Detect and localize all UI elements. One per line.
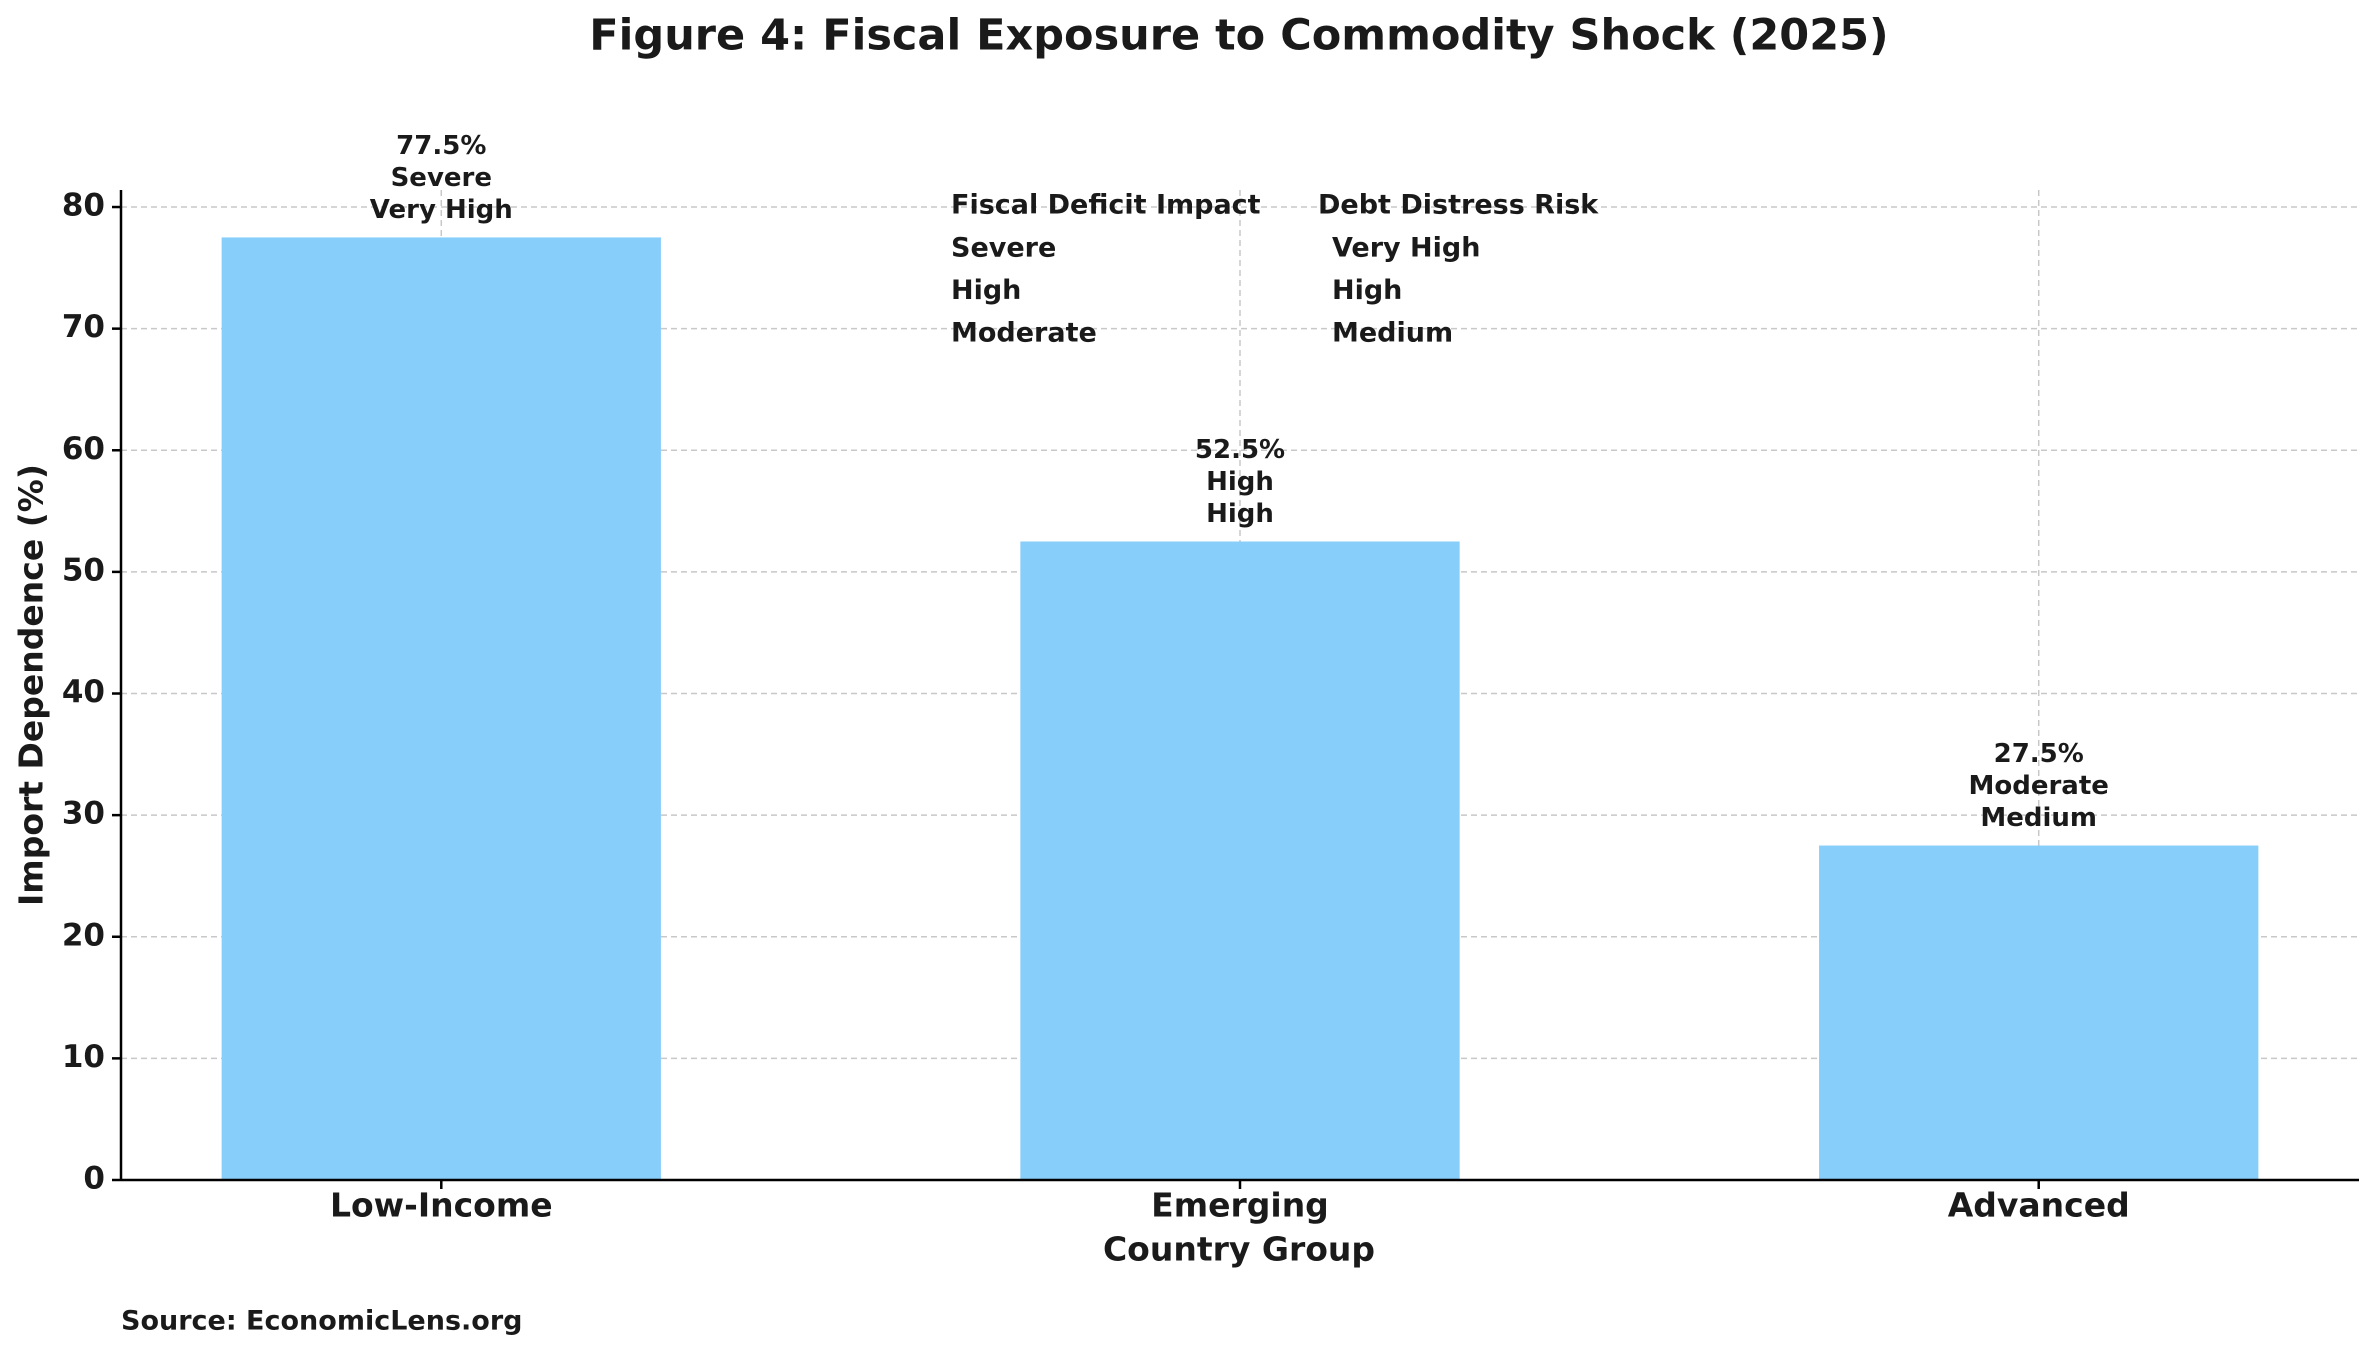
bar — [1819, 845, 2259, 1180]
bar — [1020, 541, 1460, 1180]
x-tick-label: Advanced — [1948, 1186, 2130, 1225]
bar — [221, 237, 661, 1180]
y-tick-label: 60 — [62, 431, 105, 467]
table-cell: Medium — [1332, 318, 1453, 349]
x-tick-label: Emerging — [1151, 1186, 1329, 1225]
data-label: High — [1206, 467, 1274, 497]
table-cell: Severe — [951, 233, 1056, 264]
y-tick-label: 0 — [83, 1161, 105, 1197]
data-label: Very High — [370, 195, 513, 225]
y-tick-label: 20 — [62, 917, 105, 953]
data-label: 77.5% — [396, 131, 486, 161]
y-tick-label: 80 — [62, 188, 105, 224]
table-cell: Very High — [1332, 233, 1480, 264]
y-tick-label: 30 — [62, 796, 105, 832]
x-tick-label: Low-Income — [330, 1186, 553, 1225]
source-note: Source: EconomicLens.org — [121, 1306, 522, 1337]
y-tick-label: 50 — [62, 552, 105, 588]
table-cell: High — [951, 275, 1021, 306]
y-tick-label: 10 — [62, 1039, 105, 1075]
table-cell: Moderate — [951, 318, 1097, 349]
x-axis-label: Country Group — [1103, 1230, 1375, 1269]
data-label: Medium — [1980, 803, 2097, 833]
data-label: 52.5% — [1195, 435, 1285, 465]
y-tick-label: 70 — [62, 309, 105, 345]
chart-title: Figure 4: Fiscal Exposure to Commodity S… — [589, 11, 1888, 61]
table-header: Debt Distress Risk — [1318, 190, 1599, 221]
table-cell: High — [1332, 275, 1402, 306]
data-label: Moderate — [1969, 771, 2109, 801]
data-label: 27.5% — [1994, 739, 2084, 769]
y-axis-label: Import Dependence (%) — [12, 464, 51, 906]
table-header: Fiscal Deficit Impact — [951, 190, 1261, 221]
data-label: High — [1206, 499, 1274, 529]
data-label: Severe — [391, 163, 492, 193]
y-tick-label: 40 — [62, 674, 105, 710]
